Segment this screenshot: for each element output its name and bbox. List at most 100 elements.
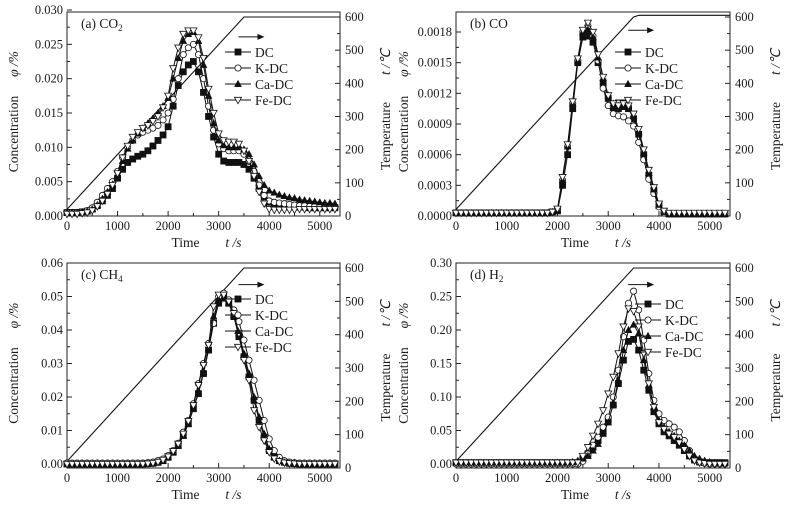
legend-label: Fe-DC bbox=[665, 345, 702, 360]
data-point bbox=[315, 460, 324, 469]
y-axis-unit: φ /% bbox=[6, 51, 21, 77]
legend-label: K-DC bbox=[665, 313, 698, 328]
arrow-head bbox=[257, 281, 265, 288]
data-point bbox=[310, 460, 319, 469]
plot-frame bbox=[66, 11, 341, 217]
data-point bbox=[209, 119, 218, 127]
data-point bbox=[184, 27, 193, 36]
y2-tick-label: 500 bbox=[735, 43, 754, 57]
data-point bbox=[512, 459, 522, 468]
left-y-axis: 0.000 0.005 0.010 0.015 0.020 0.025 0.030 Conce… bbox=[6, 3, 72, 223]
data-point bbox=[200, 89, 207, 96]
series-line bbox=[456, 35, 725, 215]
data-point bbox=[630, 287, 638, 295]
data-point bbox=[325, 206, 335, 214]
data-point bbox=[123, 142, 132, 151]
data-point bbox=[209, 303, 218, 312]
legend-marker bbox=[643, 348, 653, 357]
data-point bbox=[123, 460, 132, 469]
data-point bbox=[77, 460, 87, 469]
data-point bbox=[133, 460, 142, 469]
data-point bbox=[179, 36, 188, 44]
data-point bbox=[285, 193, 294, 201]
data-point bbox=[310, 206, 319, 214]
data-point bbox=[158, 104, 168, 113]
data-point bbox=[255, 412, 264, 421]
data-point bbox=[599, 429, 608, 437]
data-point bbox=[255, 396, 263, 404]
data-point bbox=[675, 428, 683, 436]
legend-item-dc: DC bbox=[225, 292, 274, 307]
data-point bbox=[199, 54, 208, 63]
x-tick-label: 2000 bbox=[156, 471, 181, 485]
legend-marker bbox=[624, 79, 632, 87]
data-point bbox=[634, 126, 643, 134]
data-point bbox=[670, 423, 678, 431]
data-point bbox=[305, 206, 314, 214]
x-tick-label: 0 bbox=[453, 219, 459, 233]
data-point bbox=[598, 407, 608, 415]
series-line bbox=[67, 294, 335, 465]
right-y-axis: 0 100 200 300 400 500 600 Temperature t /℃ bbox=[725, 261, 783, 475]
x-tick-label: 1000 bbox=[494, 471, 519, 485]
data-point bbox=[578, 452, 588, 461]
data-point bbox=[67, 210, 77, 219]
data-point bbox=[179, 68, 187, 76]
data-point bbox=[517, 459, 527, 468]
data-point bbox=[553, 459, 562, 468]
data-point bbox=[502, 459, 511, 468]
y-tick-label: 0.25 bbox=[430, 290, 452, 304]
data-point bbox=[184, 61, 192, 69]
data-point bbox=[138, 125, 148, 133]
legend-item-dc: DC bbox=[635, 297, 684, 312]
y2-tick-label: 100 bbox=[735, 176, 754, 190]
data-point bbox=[461, 459, 471, 468]
y-tick-label: 0.030 bbox=[35, 3, 63, 17]
data-point bbox=[168, 65, 178, 73]
y-tick-label: 0.00 bbox=[41, 457, 63, 471]
data-point bbox=[720, 209, 730, 218]
data-point bbox=[88, 207, 97, 216]
x-tick-label: 4000 bbox=[257, 471, 282, 485]
x-tick-label: 0 bbox=[64, 219, 70, 233]
series-line bbox=[67, 297, 335, 465]
y2-tick-label: 200 bbox=[735, 143, 754, 157]
legend-item-dc: DC bbox=[225, 45, 274, 60]
data-point bbox=[675, 439, 684, 448]
y-tick-label: 0.00 bbox=[430, 457, 452, 471]
y-axis-unit: φ /% bbox=[396, 303, 411, 329]
data-point bbox=[630, 335, 637, 343]
legend-marker bbox=[644, 316, 652, 324]
data-point bbox=[174, 53, 183, 62]
y2-tick-label: 600 bbox=[735, 10, 754, 24]
y2-tick-label: 0 bbox=[345, 461, 351, 475]
legend-marker bbox=[234, 79, 242, 87]
panel-title-subscript: 4 bbox=[118, 274, 123, 284]
x-tick-label: 4000 bbox=[646, 219, 671, 233]
legend-marker bbox=[233, 343, 243, 352]
data-point bbox=[548, 459, 557, 468]
legend-label: K-DC bbox=[255, 61, 288, 76]
y-tick-label: 0.20 bbox=[430, 323, 452, 337]
data-point bbox=[594, 439, 602, 447]
legend-item-dc: DC bbox=[615, 45, 664, 60]
data-point bbox=[144, 147, 152, 155]
x-tick-label: 5000 bbox=[697, 471, 722, 485]
data-point bbox=[659, 207, 669, 216]
data-point bbox=[128, 133, 137, 142]
series-k-dc bbox=[452, 22, 729, 218]
data-point bbox=[290, 193, 299, 202]
y2-tick-label: 300 bbox=[345, 110, 364, 124]
data-point bbox=[487, 459, 496, 468]
y2-tick-label: 0 bbox=[735, 209, 741, 223]
data-point bbox=[533, 209, 542, 218]
legend-item-ca-dc: Ca-DC bbox=[635, 329, 703, 344]
x-tick-label: 3000 bbox=[206, 471, 231, 485]
panel-title-text: (c) CH bbox=[81, 267, 118, 282]
data-point bbox=[609, 373, 618, 382]
data-point bbox=[214, 291, 223, 300]
data-point bbox=[275, 206, 284, 215]
data-point bbox=[472, 459, 481, 468]
right-y-axis: 0 100 200 300 400 500 600 Temperature t /℃ bbox=[335, 10, 393, 223]
